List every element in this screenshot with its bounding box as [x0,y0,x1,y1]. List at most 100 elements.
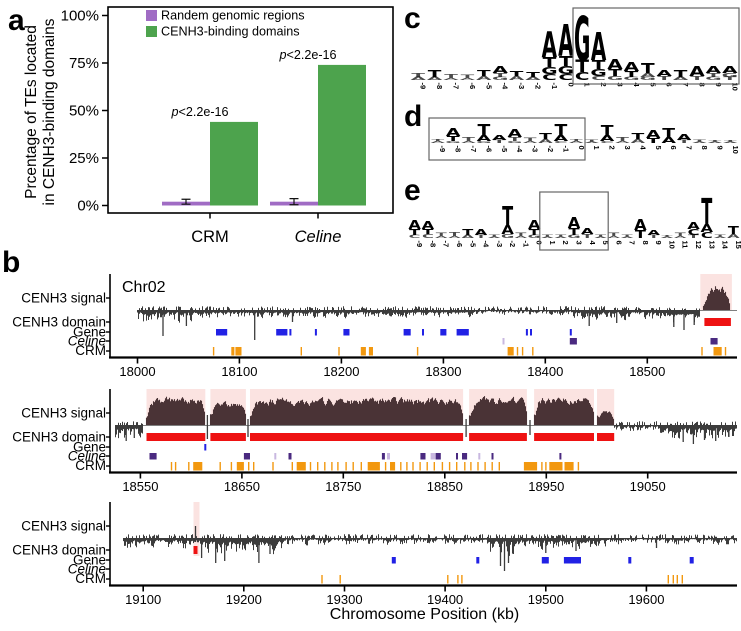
crm-block [384,462,387,471]
logo-position-label: -6 [484,146,493,153]
logo-position-label: 11 [681,241,690,249]
crm-block [368,347,373,356]
x-tick-label: 19600 [628,592,664,607]
logo-letter: A [661,236,674,238]
logo-letter: A [492,134,507,142]
logo-letter: G [501,233,514,239]
logo-letter: G [558,64,574,77]
legend-label: CENH3-binding domains [161,25,300,39]
logo-position-label: -5 [484,83,493,90]
crm-block [236,462,244,471]
track-label: Celine [68,449,106,464]
logo-letter: T [461,75,475,80]
crm-block [345,462,347,471]
track-label: CRM [75,343,106,358]
crm-block [317,462,319,471]
logo-letter: G [623,77,639,82]
logo-letter: T [529,228,540,238]
logo-letter: C [688,228,700,238]
track-label: CENH3 domain [12,543,106,558]
logo-letter: A [558,16,574,67]
crm-block [419,462,421,471]
logo-letter: T [575,58,589,77]
crm-block [433,462,435,471]
logo-letter: A [492,64,509,76]
crm-block [681,575,683,584]
logo-letter: A [687,221,700,232]
logo-letter: T [592,58,606,72]
crm-block [464,462,466,471]
cenh3-signal-positive [702,286,731,310]
logo-letter: T [477,68,491,78]
logo-letter: T [678,139,692,144]
gene-block [689,557,694,564]
logo-letter: A [661,136,677,145]
cenh3-signal-negative [137,306,700,323]
motif-box [572,7,740,85]
logo-position-label: -7 [442,241,451,248]
x-tick-label: 19050 [630,479,666,494]
logo-position-label: 8 [700,146,709,150]
logo-letter: T [690,75,704,81]
x-tick-label: 18500 [629,364,665,379]
category-label: Celine [295,228,342,246]
cenh3-domain-bar [704,318,731,326]
logo-position-label: -9 [438,146,447,153]
logo-letter: A [594,236,607,238]
te-percentage-bar-chart: 0%25%50%75%100%Prcentage of TEs located i… [23,6,394,246]
logo-letter: T [444,73,458,79]
logo-letter: A [600,134,616,143]
legend-swatch [146,10,157,21]
logo-letter: T [462,228,473,238]
signal-spikes [125,415,730,444]
logo-letter: A [461,141,476,144]
logo-position-label: -5 [468,241,477,248]
legend-label: Randem genomic regions [161,9,305,23]
logo-letter: G [590,67,606,79]
error-bar [181,198,191,205]
logo-position-label: 7 [628,241,637,245]
crm-block [331,462,333,471]
x-tick-label: 18950 [528,479,564,494]
logo-letter: A [692,141,707,143]
track-label: CENH3 signal [21,519,106,534]
x-tick-label: 18000 [119,364,155,379]
logo-letter: A [538,138,553,144]
logo-letter: A [446,126,461,139]
crm-block [235,347,242,356]
track-label: CENH3 domain [12,315,106,330]
logo-letter: T [409,228,420,238]
crm-block [441,462,444,471]
gene-block [422,329,424,336]
x-tick-label: 18850 [427,479,463,494]
logo-letter: C [542,72,557,82]
y-axis-title: Prcentage of TEs located in CENH3-binding… [23,18,58,205]
logo-letter: T [608,67,622,79]
logo-letter: T [555,234,566,237]
logo-letter: A [528,219,541,233]
x-tick-label: 18300 [425,364,461,379]
crm-block [230,462,233,471]
logo-letter: T [661,235,672,237]
logo-letter: T [555,122,568,140]
logo-letter: T [728,224,740,237]
celine-block [456,453,458,460]
logo-letter: G [705,77,721,82]
logo-letter: A [462,234,476,239]
crm-block [461,575,463,584]
celine-block [502,338,505,345]
logo-position-label: -3 [531,146,540,153]
logo-letter: C [600,141,614,144]
logo-position-label: 10 [668,241,677,249]
logo-letter: A [624,60,640,74]
crm-block [231,347,235,356]
logo-letter: T [608,232,619,237]
cenh3-domain-bar [597,433,615,441]
logo-position-label: -9 [415,241,424,248]
crm-block [416,347,419,356]
logo-letter: G [574,4,590,75]
logo-letter: A [706,64,723,76]
logo-position-label: 1 [548,241,557,245]
logo-letter: C [575,70,590,83]
logo-letter: T [715,234,726,237]
